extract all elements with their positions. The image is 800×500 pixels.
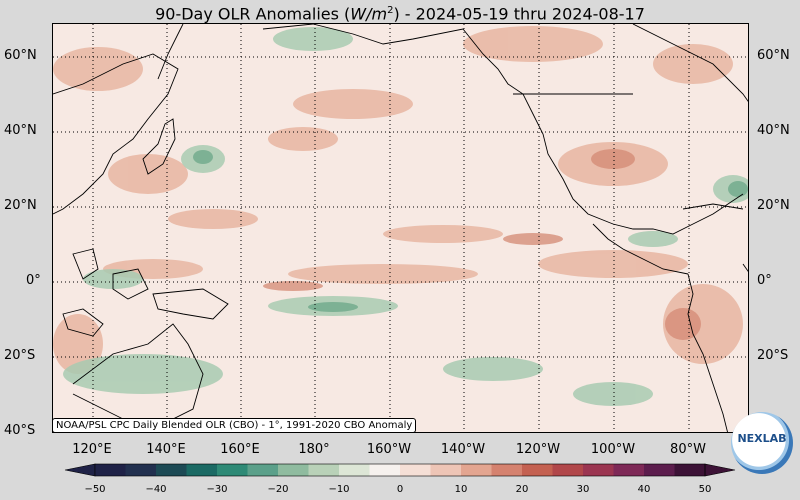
colorbar-segment	[613, 464, 645, 476]
colorbar-segment	[400, 464, 431, 476]
lat-label-left-eq: 0°	[26, 273, 41, 288]
colorbar-tick-20: 20	[515, 484, 529, 495]
lon-label-80w: 80°W	[670, 442, 706, 457]
colorbar-tick-50: 50	[698, 484, 712, 495]
lat-label-left-60n: 60°N	[4, 48, 37, 63]
colorbar-segment	[217, 464, 248, 476]
graticule	[53, 24, 748, 432]
lat-label-left-20n: 20°N	[4, 198, 37, 213]
colorbar-extend-low	[64, 463, 96, 477]
colorbar-segment	[308, 464, 340, 476]
colorbar-segment	[186, 464, 218, 476]
colorbar-extend-high	[704, 463, 736, 477]
colorbar-tick-neg40: −40	[145, 484, 167, 495]
lat-label-left-20s: 20°S	[4, 348, 36, 363]
lon-label-140e: 140°E	[146, 442, 186, 457]
lat-label-right-40n: 40°N	[757, 123, 790, 138]
map-canvas	[53, 24, 748, 432]
colorbar-segment	[430, 464, 462, 476]
lat-label-right-20n: 20°N	[757, 198, 790, 213]
olr-anomaly-map	[52, 23, 749, 433]
colorbar-segment	[644, 464, 675, 476]
lon-label-120w: 120°W	[515, 442, 561, 457]
lon-label-160w: 160°W	[366, 442, 412, 457]
lat-label-left-40n: 40°N	[4, 123, 37, 138]
colorbar-segment	[674, 464, 706, 476]
colorbar-segment	[95, 464, 126, 476]
coastlines	[53, 24, 748, 432]
lat-label-right-60n: 60°N	[757, 48, 790, 63]
colorbar-tick-40: 40	[637, 484, 651, 495]
colorbar-tick-neg50: −50	[84, 484, 106, 495]
colorbar-segment	[278, 464, 309, 476]
nexlab-logo-text: NEXLAB	[737, 432, 787, 445]
lon-label-120e: 120°E	[72, 442, 112, 457]
colorbar-tick-neg30: −30	[206, 484, 228, 495]
colorbar-segment	[369, 464, 401, 476]
lon-label-160e: 160°E	[220, 442, 260, 457]
map-title: 90-Day OLR Anomalies (W/m2) - 2024-05-19…	[155, 4, 645, 24]
colorbar-tick-10: 10	[454, 484, 468, 495]
colorbar-segment	[491, 464, 523, 476]
lat-label-left-40s: 40°S	[4, 423, 36, 438]
colorbar-tick-30: 30	[576, 484, 590, 495]
colorbar-segment	[247, 464, 279, 476]
positive-anomaly-regions	[53, 26, 743, 374]
strong-negative-anomaly-regions	[193, 150, 748, 312]
lon-label-100w: 100°W	[590, 442, 636, 457]
colorbar-segment	[339, 464, 370, 476]
colorbar-segment	[522, 464, 553, 476]
colorbar-tick-neg20: −20	[267, 484, 289, 495]
colorbar-segment	[461, 464, 492, 476]
data-source-note: NOAA/PSL CPC Daily Blended OLR (CBO) - 1…	[52, 418, 417, 433]
colorbar-border	[94, 463, 706, 477]
colorbar	[64, 463, 736, 477]
colorbar-segment	[156, 464, 187, 476]
colorbar-segment	[125, 464, 157, 476]
colorbar-segment	[552, 464, 584, 476]
lon-label-180: 180°	[298, 442, 330, 457]
lat-label-right-20s: 20°S	[757, 348, 789, 363]
lat-label-right-eq: 0°	[757, 273, 772, 288]
lon-label-140w: 140°W	[440, 442, 486, 457]
colorbar-tick-0: 0	[396, 484, 404, 495]
nexlab-logo: NEXLAB	[731, 412, 793, 474]
strong-positive-anomaly-regions	[263, 149, 701, 340]
colorbar-tick-neg10: −10	[328, 484, 350, 495]
colorbar-segment	[583, 464, 614, 476]
